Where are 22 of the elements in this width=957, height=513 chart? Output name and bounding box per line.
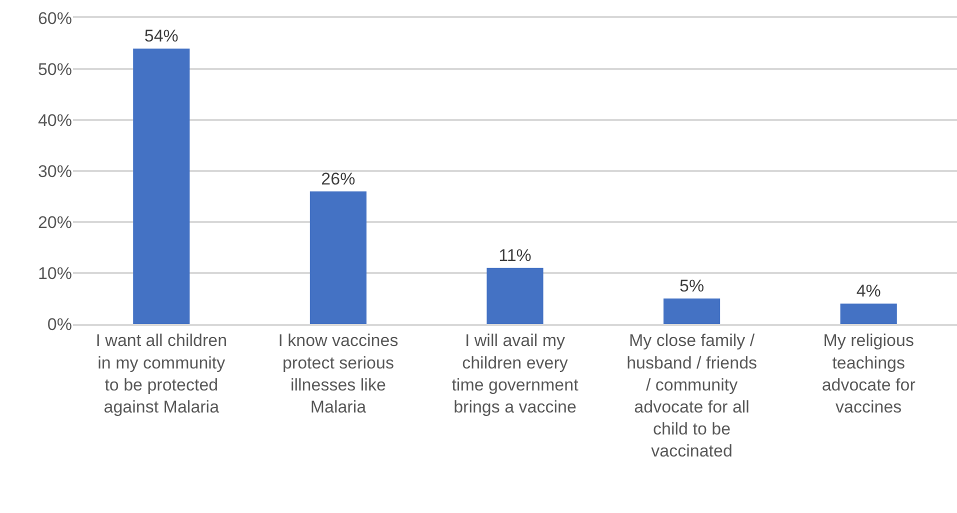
x-tick-label: I will avail my children every time government brings a vaccine [452,331,579,416]
y-tick-label: 40% [38,110,72,130]
y-tick-label: 30% [38,162,72,181]
data-label: 54% [144,26,178,46]
y-tick-label: 10% [38,264,72,283]
y-tick-label: 20% [38,212,72,232]
data-label: 11% [498,246,532,265]
y-tick-label: 50% [38,60,72,79]
bar [310,191,366,324]
x-tick-label: My close family / husband / friends / community advocate for all child to be vaccinated [626,331,758,461]
bar [840,304,897,324]
bar [133,48,190,324]
x-tick-label: I know vaccines protect serious illnesses like Malaria [278,331,398,416]
data-label: 4% [856,282,881,301]
y-tick-label: 60% [38,8,72,28]
y-tick-label: 0% [47,314,72,334]
data-label: 26% [321,169,356,188]
x-tick-label: My religious teachings advocate for vaccines [822,331,916,416]
bar [486,268,544,324]
bar [664,298,720,324]
data-label: 5% [680,276,704,296]
x-tick-label: I want all children in my community to be protected against Malaria [96,331,228,416]
